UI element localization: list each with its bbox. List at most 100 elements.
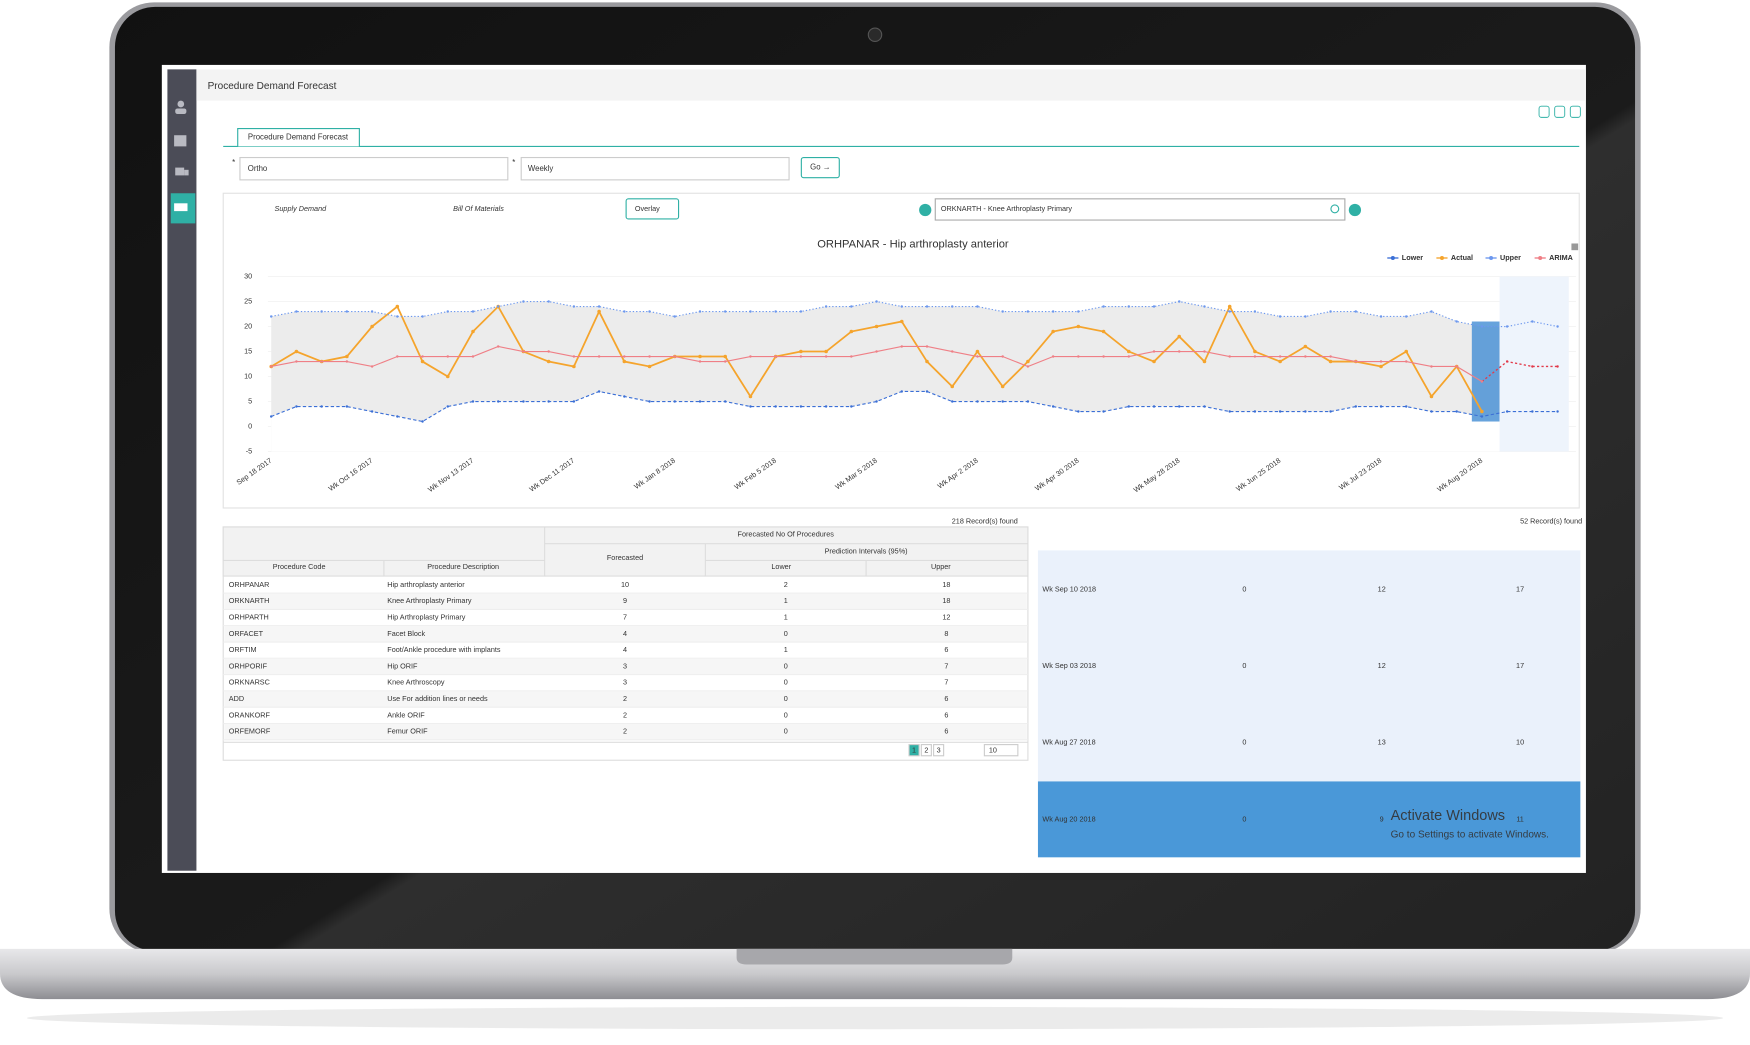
series-point xyxy=(522,350,525,353)
chart-title: ORHPANAR - Hip arthroplasty anterior xyxy=(817,239,1009,251)
column-header: Procedure Code xyxy=(273,562,326,571)
table-cell: 3 xyxy=(623,678,627,687)
series-point xyxy=(1026,310,1030,313)
table-cell: ORKNARSC xyxy=(229,678,270,687)
table-cell: ORFEMORF xyxy=(229,727,271,736)
period-value: Weekly xyxy=(528,164,554,173)
series-point xyxy=(1177,334,1182,339)
link[interactable]: Supply Demand xyxy=(275,204,328,213)
page-size-select[interactable] xyxy=(983,744,1019,757)
page-number: 3 xyxy=(937,746,941,755)
legend-label: Actual xyxy=(1451,253,1473,262)
table-cell: ORHPARTH xyxy=(229,613,269,622)
series-point xyxy=(345,360,349,363)
page-title: Procedure Demand Forecast xyxy=(208,81,337,92)
legend-marker xyxy=(1538,255,1543,260)
series-point xyxy=(698,360,702,363)
series-point xyxy=(1152,350,1156,353)
search-icon[interactable] xyxy=(1330,204,1340,214)
table-cell: 2 xyxy=(623,710,627,719)
series-point xyxy=(471,329,475,334)
y-tick-label: 30 xyxy=(244,271,252,280)
series-point xyxy=(1227,304,1232,309)
go-label: Go → xyxy=(810,163,830,172)
table-cell: 6 xyxy=(944,710,948,719)
series-point xyxy=(1127,355,1131,358)
legend-label: Upper xyxy=(1500,253,1521,262)
series-point xyxy=(1354,310,1358,313)
series-point xyxy=(1278,355,1282,358)
series-point xyxy=(547,400,550,403)
series-point xyxy=(950,384,955,389)
series-point xyxy=(647,364,652,369)
specialty-select[interactable] xyxy=(239,156,509,181)
table-cell: ORHPORIF xyxy=(229,661,268,670)
overlay-button[interactable] xyxy=(625,198,680,220)
overlay-label: Overlay xyxy=(635,204,660,213)
page-button[interactable] xyxy=(908,744,920,757)
series-point xyxy=(723,400,727,403)
legend-marker xyxy=(1390,255,1395,260)
page-number: 1 xyxy=(912,746,916,755)
side-cell: 10 xyxy=(1516,738,1524,747)
tab[interactable] xyxy=(237,127,360,147)
table-cell: Hip arthroplasty anterior xyxy=(387,580,465,589)
series-point xyxy=(723,310,727,313)
toolbar-icons[interactable] xyxy=(1538,105,1581,118)
series-point xyxy=(1430,310,1433,313)
series-point xyxy=(1556,365,1559,368)
side-selected-row xyxy=(1037,781,1581,858)
series-point xyxy=(1152,405,1156,408)
series-line xyxy=(271,390,1558,423)
search-box[interactable] xyxy=(934,198,1346,221)
series-point xyxy=(975,349,980,354)
prev-button[interactable] xyxy=(919,203,932,217)
notch xyxy=(736,948,1013,965)
go-button[interactable] xyxy=(800,156,840,179)
table-cell: 6 xyxy=(944,727,948,736)
series-point xyxy=(648,355,651,358)
series-point xyxy=(1228,310,1231,313)
table-cell: Hip ORIF xyxy=(387,661,418,670)
series-point xyxy=(850,305,853,308)
page-button[interactable] xyxy=(920,744,932,757)
series-point xyxy=(1253,410,1257,413)
series-point xyxy=(1000,384,1005,389)
period-select[interactable] xyxy=(520,156,790,181)
series-point xyxy=(698,354,702,359)
table-cell: 7 xyxy=(944,678,948,687)
series-point xyxy=(1303,344,1308,349)
series-point xyxy=(824,405,828,408)
series-point xyxy=(925,390,929,393)
table-cell: Hip Arthroplasty Primary xyxy=(387,613,466,622)
series-point xyxy=(1051,310,1055,313)
table-cell: 1 xyxy=(784,613,788,622)
series-point xyxy=(799,405,803,408)
shadow xyxy=(26,1006,1724,1030)
series-point xyxy=(799,310,803,313)
series-point xyxy=(849,329,854,334)
page-button[interactable] xyxy=(933,744,945,757)
side-cell: Wk Aug 20 2018 xyxy=(1042,814,1095,823)
series-point xyxy=(496,400,500,403)
series-point xyxy=(395,304,400,309)
series-point xyxy=(623,355,626,358)
legend-marker xyxy=(1439,255,1444,260)
series-point xyxy=(572,400,576,403)
next-button[interactable] xyxy=(1348,203,1362,217)
table-cell: 0 xyxy=(784,727,788,736)
series-point xyxy=(420,359,425,364)
series-point xyxy=(900,305,904,308)
series-point xyxy=(496,345,500,348)
series-point xyxy=(1304,315,1307,318)
series-point xyxy=(572,364,576,369)
link[interactable]: Bill Of Materials xyxy=(453,204,504,213)
table-cell: Femur ORIF xyxy=(387,727,428,736)
series-point xyxy=(951,350,954,353)
records-count: 52 Record(s) found xyxy=(1520,516,1582,525)
column-header: Lower xyxy=(771,562,791,571)
side-panel xyxy=(1037,550,1581,782)
menu-icon xyxy=(1571,243,1579,251)
table-cell: 0 xyxy=(784,694,788,703)
